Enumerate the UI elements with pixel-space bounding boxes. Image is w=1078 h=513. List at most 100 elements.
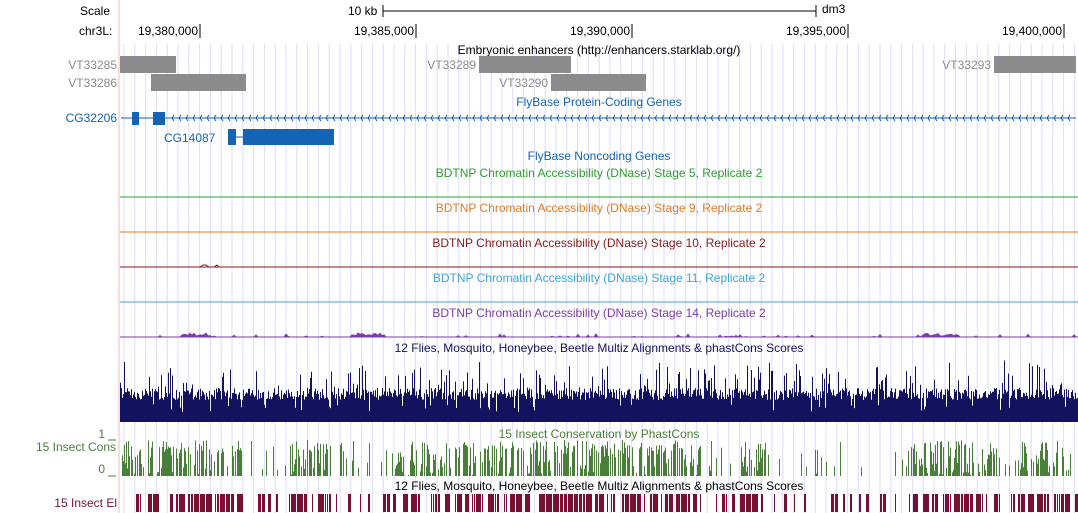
conserved-element[interactable]	[1061, 494, 1064, 512]
conserved-element[interactable]	[976, 494, 981, 512]
conserved-element[interactable]	[746, 494, 751, 512]
conserved-element[interactable]	[325, 494, 326, 512]
conserved-element[interactable]	[217, 494, 219, 512]
conserved-element[interactable]	[831, 494, 834, 512]
conserved-element[interactable]	[1059, 494, 1060, 512]
conserved-element[interactable]	[153, 494, 159, 512]
conserved-element[interactable]	[215, 494, 216, 512]
conserved-element[interactable]	[488, 494, 494, 512]
dnase-stage11-track[interactable]: BDTNP Chromatin Accessibility (DNase) St…	[120, 271, 1078, 303]
track-side-label[interactable]: 15 Insect Cons	[36, 440, 116, 454]
conserved-element[interactable]	[583, 494, 585, 512]
conserved-element[interactable]	[206, 494, 212, 512]
conserved-element[interactable]	[435, 494, 437, 512]
conserved-element[interactable]	[599, 494, 604, 512]
conserved-element[interactable]	[913, 494, 918, 512]
conserved-element[interactable]	[681, 494, 687, 512]
conserved-element[interactable]	[504, 494, 505, 512]
conserved-element[interactable]	[304, 494, 307, 512]
dnase-stage9-track[interactable]: BDTNP Chromatin Accessibility (DNase) St…	[120, 201, 1078, 233]
conserved-element[interactable]	[387, 494, 390, 512]
conserved-element[interactable]	[393, 494, 396, 512]
conserved-element[interactable]	[665, 494, 668, 512]
conserved-element[interactable]	[1047, 494, 1049, 512]
conserved-element[interactable]	[994, 494, 998, 512]
conserved-element[interactable]	[564, 494, 567, 512]
conserved-element[interactable]	[220, 494, 225, 512]
conserved-element[interactable]	[1044, 494, 1046, 512]
conserved-element[interactable]	[176, 494, 178, 512]
gene-cg14087-exon[interactable]	[243, 129, 334, 145]
conserved-element[interactable]	[1018, 494, 1020, 512]
conserved-element[interactable]	[761, 494, 763, 512]
track-side-label[interactable]: 15 Insect El	[54, 496, 117, 510]
conserved-element[interactable]	[418, 494, 420, 512]
conserved-element[interactable]	[650, 494, 652, 512]
conserved-element[interactable]	[1013, 494, 1015, 512]
conserved-element[interactable]	[297, 494, 303, 512]
conserved-element[interactable]	[986, 494, 987, 512]
conserved-element[interactable]	[935, 494, 938, 512]
conserved-element[interactable]	[676, 494, 680, 512]
gene-cg14087-exon[interactable]	[228, 129, 236, 145]
enhancer-feature[interactable]	[994, 56, 1076, 73]
conserved-element[interactable]	[1057, 494, 1058, 512]
conserved-element[interactable]	[200, 494, 205, 512]
conserved-element[interactable]	[1054, 494, 1056, 512]
conserved-element[interactable]	[613, 494, 615, 512]
conserved-element[interactable]	[611, 494, 612, 512]
conserved-element[interactable]	[433, 494, 434, 512]
enhancer-feature[interactable]	[551, 74, 646, 91]
conserved-element[interactable]	[774, 494, 775, 512]
dnase-stage10-track[interactable]: BDTNP Chromatin Accessibility (DNase) St…	[120, 236, 1078, 268]
conserved-element[interactable]	[954, 494, 960, 512]
conserved-element[interactable]	[474, 494, 475, 512]
conserved-element[interactable]	[495, 494, 496, 512]
conserved-element[interactable]	[1037, 494, 1043, 512]
conserved-element[interactable]	[546, 494, 552, 512]
conserved-element[interactable]	[866, 494, 869, 512]
conserved-element[interactable]	[539, 494, 545, 512]
conserved-element[interactable]	[170, 494, 173, 512]
dnase-stage5-track[interactable]: BDTNP Chromatin Accessibility (DNase) St…	[120, 166, 1078, 198]
conserved-element[interactable]	[383, 494, 386, 512]
conserved-element[interactable]	[191, 494, 193, 512]
conserved-element[interactable]	[835, 494, 838, 512]
conserved-element[interactable]	[336, 494, 337, 512]
insect-cons-track[interactable]: 15 Insect Conservation by PhastCons 15 I…	[36, 427, 1078, 477]
conserved-element[interactable]	[961, 494, 963, 512]
conserved-element[interactable]	[574, 494, 578, 512]
conserved-element[interactable]	[964, 494, 969, 512]
conserved-element[interactable]	[179, 494, 185, 512]
conserved-element[interactable]	[262, 494, 265, 512]
enhancer-feature[interactable]	[120, 56, 176, 73]
conserved-element[interactable]	[843, 494, 845, 512]
conserved-element[interactable]	[140, 494, 141, 512]
conserved-element[interactable]	[1075, 494, 1078, 512]
enhancer-feature[interactable]	[151, 74, 246, 91]
conserved-element[interactable]	[560, 494, 563, 512]
conserved-element[interactable]	[445, 494, 450, 512]
conserved-element[interactable]	[506, 494, 507, 512]
conserved-element[interactable]	[637, 494, 641, 512]
conserved-element[interactable]	[622, 494, 624, 512]
conserved-element[interactable]	[586, 494, 592, 512]
conserved-element[interactable]	[644, 494, 645, 512]
conserved-element[interactable]	[752, 494, 758, 512]
multiz-track[interactable]: 12 Flies, Mosquito, Honeybee, Beetle Mul…	[120, 341, 1078, 422]
conserved-element[interactable]	[950, 494, 951, 512]
conserved-element[interactable]	[804, 494, 806, 512]
conserved-element[interactable]	[716, 494, 717, 512]
conserved-element[interactable]	[318, 494, 324, 512]
conserved-element[interactable]	[476, 494, 481, 512]
conserved-element[interactable]	[579, 494, 582, 512]
conserved-element[interactable]	[732, 494, 735, 512]
conserved-element[interactable]	[722, 494, 725, 512]
conserved-element[interactable]	[883, 494, 886, 512]
insect-el-track[interactable]: 12 Flies, Mosquito, Honeybee, Beetle Mul…	[54, 479, 1078, 512]
conserved-element[interactable]	[653, 494, 658, 512]
conserved-element[interactable]	[312, 494, 313, 512]
conserved-element[interactable]	[411, 494, 417, 512]
conserved-element[interactable]	[1021, 494, 1025, 512]
